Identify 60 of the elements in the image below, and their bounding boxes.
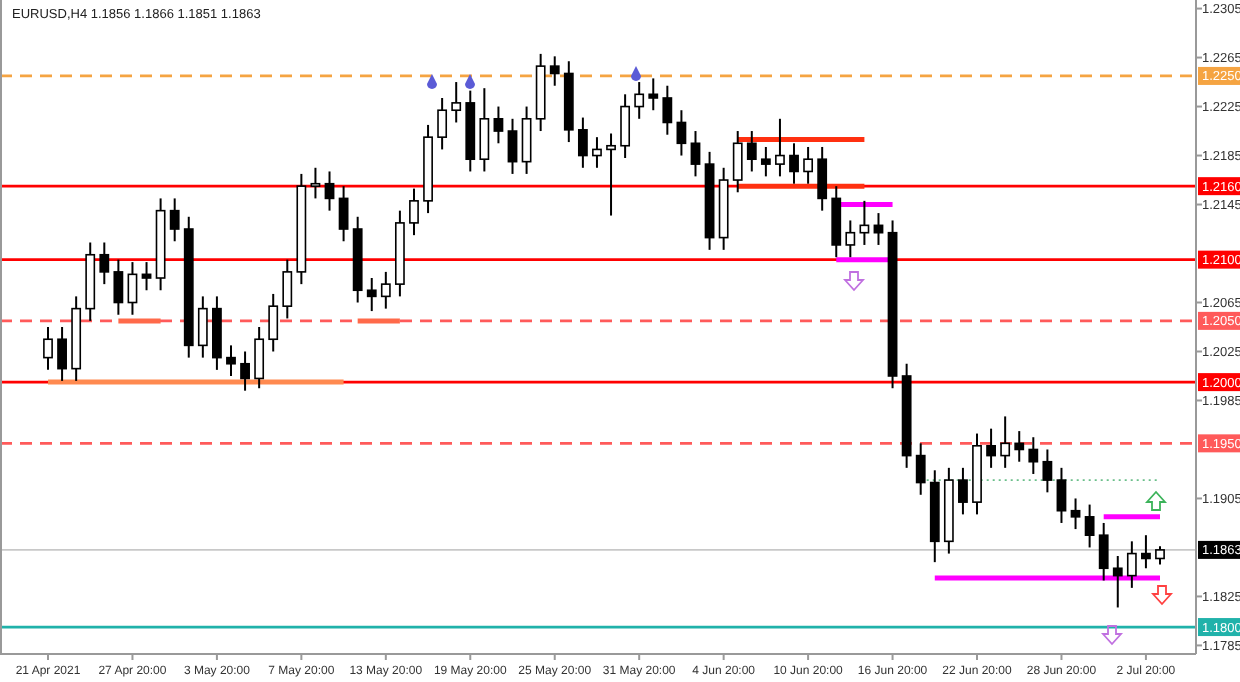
candlestick <box>240 350 250 392</box>
candlestick <box>254 326 265 390</box>
candlestick <box>380 270 391 310</box>
candlestick <box>549 55 560 87</box>
candlestick <box>958 466 968 516</box>
candlestick <box>43 326 53 371</box>
candlestick <box>324 170 335 212</box>
candlestick <box>366 277 377 313</box>
candlestick <box>592 136 602 169</box>
candlestick <box>1141 534 1151 570</box>
candlestick <box>1155 545 1165 566</box>
candlestick <box>648 77 659 112</box>
candlestick <box>1042 448 1053 494</box>
candlestick <box>169 197 180 243</box>
candlestick <box>831 185 842 259</box>
candlestick <box>1084 503 1095 549</box>
candlestick <box>226 344 236 377</box>
candlestick <box>690 130 701 178</box>
candlestick <box>409 187 419 237</box>
candlestick <box>986 427 996 469</box>
candlestick <box>310 166 321 200</box>
candlestick <box>789 142 799 185</box>
candlestick <box>1098 521 1109 582</box>
candlestick <box>1000 415 1011 469</box>
candlestick <box>662 84 673 136</box>
candlestick <box>282 258 293 320</box>
candlestick <box>99 241 110 286</box>
candlestick <box>845 219 856 259</box>
candlestick <box>577 116 588 169</box>
candlestick <box>859 199 870 246</box>
candlestick <box>113 258 124 316</box>
candlestick <box>606 132 616 217</box>
candlestick <box>676 109 687 157</box>
candlestick <box>493 105 504 145</box>
candlestick <box>521 105 532 175</box>
candlestick <box>57 326 67 382</box>
candlestick <box>507 117 518 175</box>
candlestick <box>1070 497 1081 531</box>
candlestick <box>197 295 208 359</box>
candlestick <box>127 261 138 316</box>
candlestick <box>915 442 926 496</box>
candlestick <box>268 292 279 353</box>
candlestick <box>760 145 771 178</box>
candlestick <box>479 87 490 173</box>
candlestick <box>451 81 462 124</box>
candlestick <box>620 93 631 159</box>
candlestick <box>338 185 349 243</box>
candlestick <box>746 130 757 173</box>
candlestick <box>817 145 828 212</box>
candlestick <box>141 261 152 292</box>
candlestick <box>1126 540 1137 589</box>
candlestick <box>1028 436 1039 475</box>
candlestick <box>1056 466 1067 524</box>
candlestick <box>437 96 448 151</box>
candlestick <box>1014 430 1025 463</box>
candlestick <box>803 145 814 185</box>
candlestick <box>775 117 785 178</box>
candlestick <box>634 81 645 120</box>
candlestick <box>1112 555 1123 609</box>
candlestick <box>732 130 743 194</box>
